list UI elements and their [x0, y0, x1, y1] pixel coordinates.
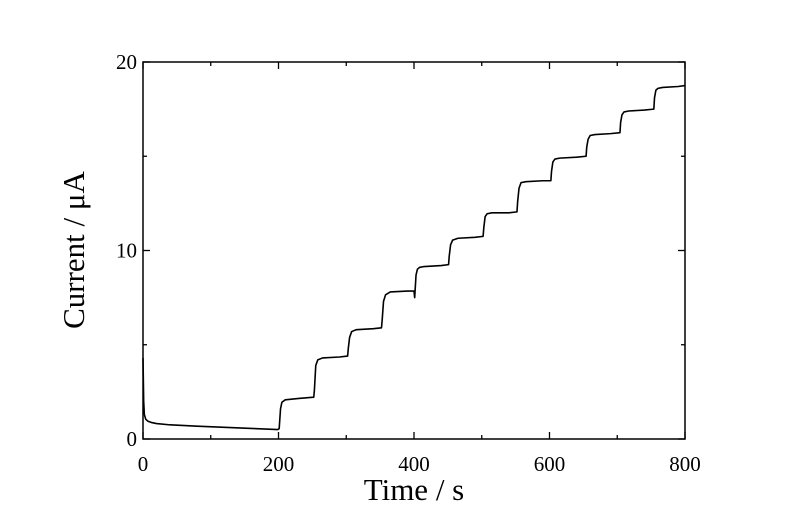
plot-frame [142, 61, 686, 440]
x-tick-label: 400 [398, 452, 430, 476]
x-tick-label: 0 [138, 452, 149, 476]
y-tick-label: 10 [116, 239, 137, 263]
x-tick-label: 600 [534, 452, 566, 476]
y-tick-label: 0 [127, 427, 138, 451]
x-tick-label: 200 [263, 452, 295, 476]
x-tick-label: 800 [669, 452, 701, 476]
y-tick-label: 20 [116, 50, 137, 74]
data-line [142, 84, 686, 431]
x-axis-label: Time / s [364, 472, 465, 507]
y-axis-label: Current / μA [56, 170, 91, 328]
